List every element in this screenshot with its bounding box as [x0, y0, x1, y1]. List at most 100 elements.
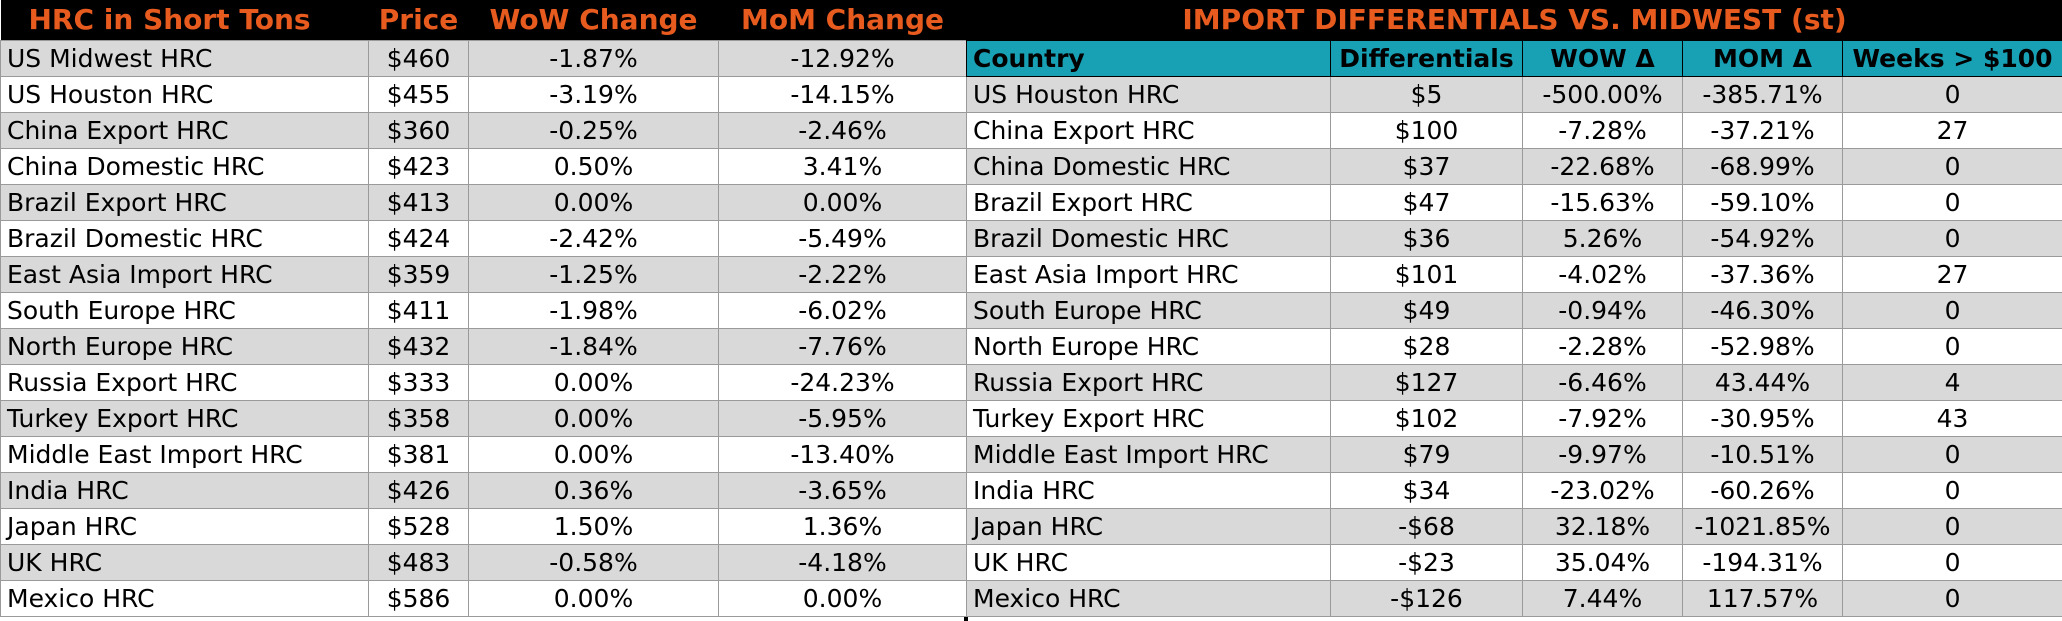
weeks-over-100-cell: 0 — [1841, 472, 2062, 509]
table-row: East Asia Import HRC $101 -4.02% -37.36% 27 — [966, 256, 2062, 293]
product-cell: Brazil Export HRC — [0, 184, 369, 221]
wow-change-cell: 1.50% — [468, 508, 719, 545]
table-row: China Domestic HRC $37 -22.68% -68.99% 0 — [966, 148, 2062, 185]
mom-delta-cell: -52.98% — [1682, 328, 1843, 365]
differential-cell: $34 — [1330, 472, 1523, 509]
mom-change-cell: -2.22% — [718, 256, 967, 293]
mom-delta-cell: -10.51% — [1682, 436, 1843, 473]
country-cell: China Domestic HRC — [966, 148, 1331, 185]
product-cell: South Europe HRC — [0, 292, 369, 329]
header-country: Country — [966, 40, 1331, 77]
mom-change-cell: 0.00% — [718, 184, 967, 221]
differential-cell: $47 — [1330, 184, 1523, 221]
product-cell: Turkey Export HRC — [0, 400, 369, 437]
wow-change-cell: -2.42% — [468, 220, 719, 257]
differential-cell: $79 — [1330, 436, 1523, 473]
table-row: UK HRC $483 -0.58% -4.18% — [0, 544, 967, 581]
mom-delta-cell: -60.26% — [1682, 472, 1843, 509]
header-hrc-short-tons: HRC in Short Tons — [0, 0, 369, 41]
product-cell: China Export HRC — [0, 112, 369, 149]
wow-delta-cell: 5.26% — [1522, 220, 1683, 257]
weeks-over-100-cell: 27 — [1841, 112, 2062, 149]
wow-change-cell: 0.00% — [468, 436, 719, 473]
product-cell: China Domestic HRC — [0, 148, 369, 185]
table-row: East Asia Import HRC $359 -1.25% -2.22% — [0, 256, 967, 293]
import-differentials-table: IMPORT DIFFERENTIALS VS. MIDWEST (st) Co… — [966, 0, 2062, 617]
mom-delta-cell: -46.30% — [1682, 292, 1843, 329]
table-row: Russia Export HRC $333 0.00% -24.23% — [0, 364, 967, 401]
product-cell: Mexico HRC — [0, 580, 369, 617]
table-row: China Export HRC $360 -0.25% -2.46% — [0, 112, 967, 149]
table-row: Russia Export HRC $127 -6.46% 43.44% 4 — [966, 364, 2062, 401]
mom-change-cell: -14.15% — [718, 76, 967, 113]
mom-change-cell: -7.76% — [718, 328, 967, 365]
wow-change-cell: 0.00% — [468, 580, 719, 617]
wow-delta-cell: 35.04% — [1522, 544, 1683, 581]
header-wow-delta: WOW Δ — [1522, 40, 1683, 77]
price-cell: $483 — [368, 544, 469, 581]
table-row: India HRC $34 -23.02% -60.26% 0 — [966, 472, 2062, 509]
weeks-over-100-cell: 43 — [1841, 400, 2062, 437]
wow-delta-cell: -7.92% — [1522, 400, 1683, 437]
differential-cell: $36 — [1330, 220, 1523, 257]
country-cell: UK HRC — [966, 544, 1331, 581]
mom-change-cell: 1.36% — [718, 508, 967, 545]
table-row: Turkey Export HRC $358 0.00% -5.95% — [0, 400, 967, 437]
price-cell: $426 — [368, 472, 469, 509]
mom-delta-cell: -54.92% — [1682, 220, 1843, 257]
product-cell: North Europe HRC — [0, 328, 369, 365]
differential-cell: $28 — [1330, 328, 1523, 365]
mom-change-cell: -24.23% — [718, 364, 967, 401]
price-cell: $424 — [368, 220, 469, 257]
product-cell: Middle East Import HRC — [0, 436, 369, 473]
price-cell: $359 — [368, 256, 469, 293]
mom-change-cell: -12.92% — [718, 40, 967, 77]
mom-delta-cell: -37.36% — [1682, 256, 1843, 293]
mom-change-cell: -2.46% — [718, 112, 967, 149]
product-cell: Japan HRC — [0, 508, 369, 545]
wow-change-cell: 0.00% — [468, 184, 719, 221]
table-row: South Europe HRC $49 -0.94% -46.30% 0 — [966, 292, 2062, 329]
differential-cell: -$23 — [1330, 544, 1523, 581]
mom-change-cell: -3.65% — [718, 472, 967, 509]
wow-change-cell: -0.58% — [468, 544, 719, 581]
price-cell: $381 — [368, 436, 469, 473]
product-cell: US Houston HRC — [0, 76, 369, 113]
differential-cell: $37 — [1330, 148, 1523, 185]
header-price: Price — [368, 0, 469, 41]
wow-change-cell: 0.00% — [468, 400, 719, 437]
country-cell: East Asia Import HRC — [966, 256, 1331, 293]
weeks-over-100-cell: 0 — [1841, 544, 2062, 581]
header-mom-delta: MOM Δ — [1682, 40, 1843, 77]
mom-change-cell: 3.41% — [718, 148, 967, 185]
wow-change-cell: -1.87% — [468, 40, 719, 77]
weeks-over-100-cell: 0 — [1841, 508, 2062, 545]
table-row: Brazil Export HRC $47 -15.63% -59.10% 0 — [966, 184, 2062, 221]
wow-delta-cell: -15.63% — [1522, 184, 1683, 221]
table-row: US Houston HRC $455 -3.19% -14.15% — [0, 76, 967, 113]
product-cell: Brazil Domestic HRC — [0, 220, 369, 257]
hrc-prices-header-row: HRC in Short Tons Price WoW Change MoM C… — [0, 0, 967, 41]
table-row: India HRC $426 0.36% -3.65% — [0, 472, 967, 509]
price-cell: $455 — [368, 76, 469, 113]
table-row: Japan HRC -$68 32.18% -1021.85% 0 — [966, 508, 2062, 545]
price-cell: $411 — [368, 292, 469, 329]
table-row: Japan HRC $528 1.50% 1.36% — [0, 508, 967, 545]
weeks-over-100-cell: 0 — [1841, 148, 2062, 185]
mom-delta-cell: 117.57% — [1682, 580, 1843, 617]
differential-cell: -$68 — [1330, 508, 1523, 545]
header-differentials: Differentials — [1330, 40, 1523, 77]
wow-change-cell: -1.98% — [468, 292, 719, 329]
mom-change-cell: -6.02% — [718, 292, 967, 329]
country-cell: Mexico HRC — [966, 580, 1331, 617]
differentials-header-row: Country Differentials WOW Δ MOM Δ Weeks … — [966, 40, 2062, 77]
price-cell: $333 — [368, 364, 469, 401]
country-cell: US Houston HRC — [966, 76, 1331, 113]
country-cell: Middle East Import HRC — [966, 436, 1331, 473]
mom-change-cell: -4.18% — [718, 544, 967, 581]
weeks-over-100-cell: 0 — [1841, 220, 2062, 257]
mom-change-cell: -5.49% — [718, 220, 967, 257]
product-cell: East Asia Import HRC — [0, 256, 369, 293]
wow-delta-cell: -0.94% — [1522, 292, 1683, 329]
weeks-over-100-cell: 0 — [1841, 184, 2062, 221]
